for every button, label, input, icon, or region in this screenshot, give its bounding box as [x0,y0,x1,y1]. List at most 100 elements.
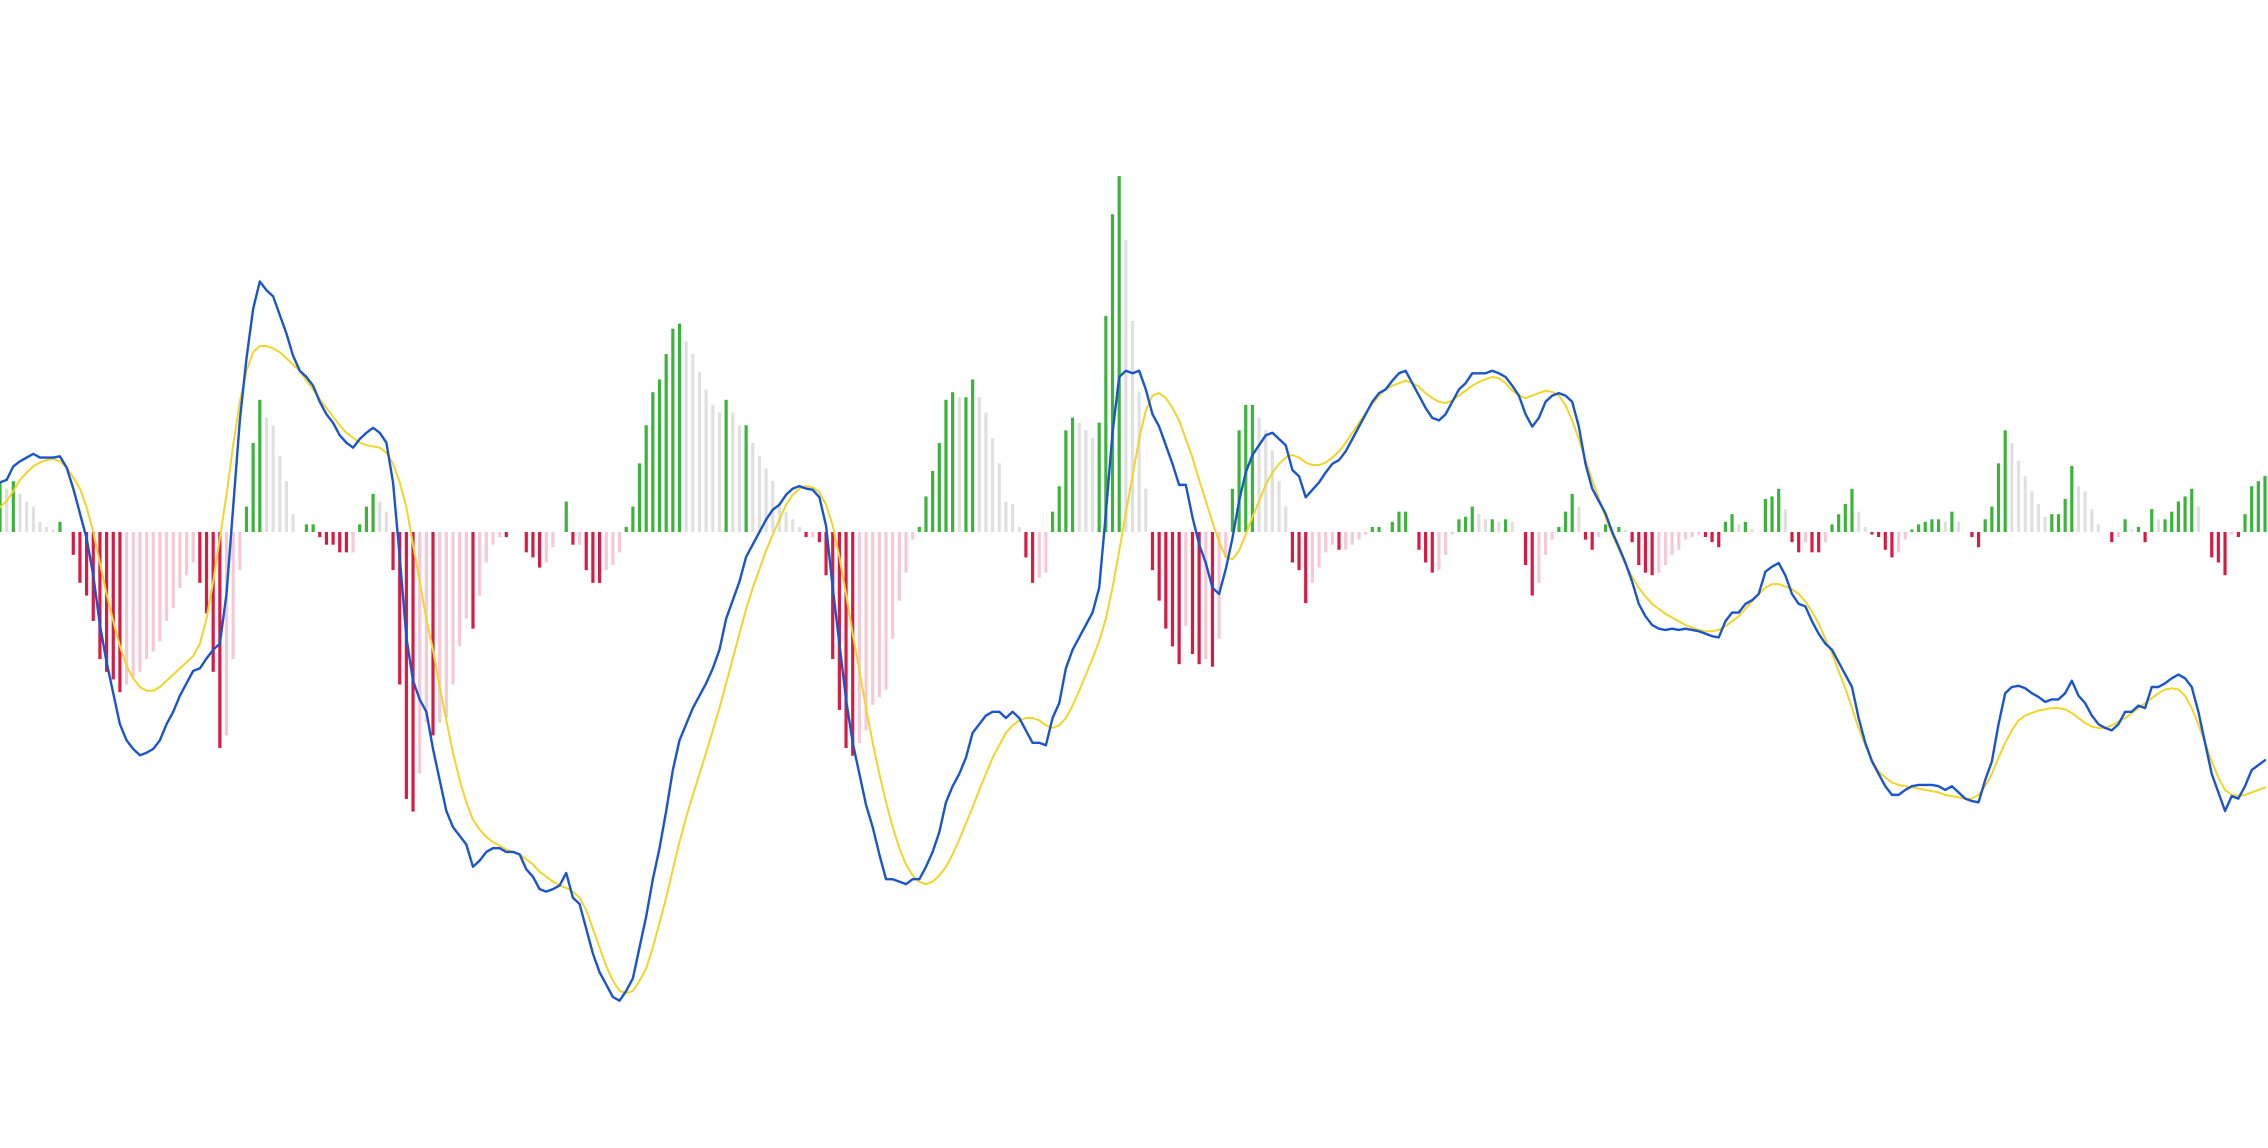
histogram-bar [611,532,615,566]
histogram-bar [1910,529,1914,532]
histogram-bar [324,532,329,545]
histogram-bar [498,532,502,538]
histogram-bar [411,532,415,812]
histogram-bar [2210,532,2214,558]
histogram-bar [258,399,262,532]
histogram-bar [191,532,195,563]
histogram-bar [1277,481,1281,532]
histogram-bar [864,532,868,731]
histogram-bar [1257,417,1261,532]
histogram-bar [1843,504,1847,532]
histogram-bar [844,532,848,749]
histogram-bar [1670,532,1674,555]
histogram-bar [391,532,395,571]
histogram-bar [304,524,309,532]
histogram-bar [164,532,169,621]
histogram-bar [85,532,89,596]
histogram-bar [1030,532,1035,583]
histogram-bar [664,354,668,532]
histogram-bar [871,532,875,705]
histogram-bar [617,532,622,553]
histogram-bar [1970,532,1974,538]
histogram-bar [971,379,975,532]
histogram-bar [1643,532,1648,573]
histogram-bar [2216,532,2220,563]
histogram-bar [1537,532,1541,583]
histogram-bar [1463,516,1468,532]
histogram-bar [2123,519,2127,532]
histogram-bar [1790,532,1794,543]
histogram-bar [1783,509,1787,532]
histogram-bar [1996,463,2001,532]
histogram-bar [138,532,142,672]
histogram-bar [1557,526,1561,532]
histogram-bar [1310,532,1314,583]
histogram-bar [2076,486,2081,532]
histogram-bar [857,532,861,743]
histogram-bar [1890,532,1894,558]
histogram-bar [1810,532,1814,553]
histogram-bar [1763,498,1767,532]
histogram-bar [1870,532,1874,535]
lines-layer [0,280,2267,1002]
histogram-bar [1297,532,1301,571]
histogram-bar [2003,430,2007,532]
histogram-bar [1770,496,1774,532]
histogram-bar [238,532,242,571]
histogram-bar [1903,532,1907,540]
histogram-bar [2096,524,2101,532]
histogram-bar [1417,532,1421,550]
histogram-bar [724,399,728,532]
histogram-bar [1037,532,1041,578]
histogram-bar [1084,430,1088,532]
histogram-bar [771,481,775,532]
histogram-bar [1990,506,1994,532]
histogram-bar [2223,532,2227,576]
histogram-bar [584,532,588,571]
histogram-bar [711,404,715,532]
histogram-bar [211,532,215,672]
histogram-bar [38,521,42,532]
histogram-bar [1777,488,1781,532]
histogram-bar [1477,514,1481,532]
histogram-bar [1210,532,1215,667]
histogram-bar [1437,532,1441,571]
histogram-bar [1197,532,1201,665]
histogram-bar [18,493,22,532]
histogram-bar [278,455,282,532]
histogram-bar [2043,516,2047,532]
histogram-bar [1017,526,1021,532]
histogram-bar [2083,491,2087,532]
histogram-bar [231,532,235,660]
histogram-bar [2010,443,2014,532]
histogram-bar [291,514,295,532]
histogram-bar [1244,404,1248,532]
histogram-bar [1803,532,1807,543]
histogram-bar [744,425,748,532]
histogram-bar [1597,532,1601,538]
histogram-bar [444,532,448,718]
histogram-bar [1144,488,1148,532]
histogram-bar [571,532,575,545]
histogram-bar [1157,532,1161,601]
histogram-bar [2183,496,2187,532]
histogram-bar [1070,417,1075,532]
histogram-bar [2030,491,2034,532]
histogram-bar [344,532,349,553]
histogram-bar [684,341,688,532]
histogram-bar [1570,493,1574,532]
histogram-bar [1317,532,1321,568]
histogram-bar [484,532,488,563]
histogram-bar [1657,532,1661,573]
histogram-bar [2163,519,2167,532]
histogram-bar [131,532,135,677]
histogram-bar [1523,532,1528,566]
histogram-bar [2230,532,2234,535]
histogram-bar [604,532,608,571]
histogram-bar [911,532,915,540]
histogram-bar [1690,532,1694,538]
histogram-bar [1490,519,1494,532]
histogram-bar [564,501,568,532]
histogram-bar [198,532,202,583]
